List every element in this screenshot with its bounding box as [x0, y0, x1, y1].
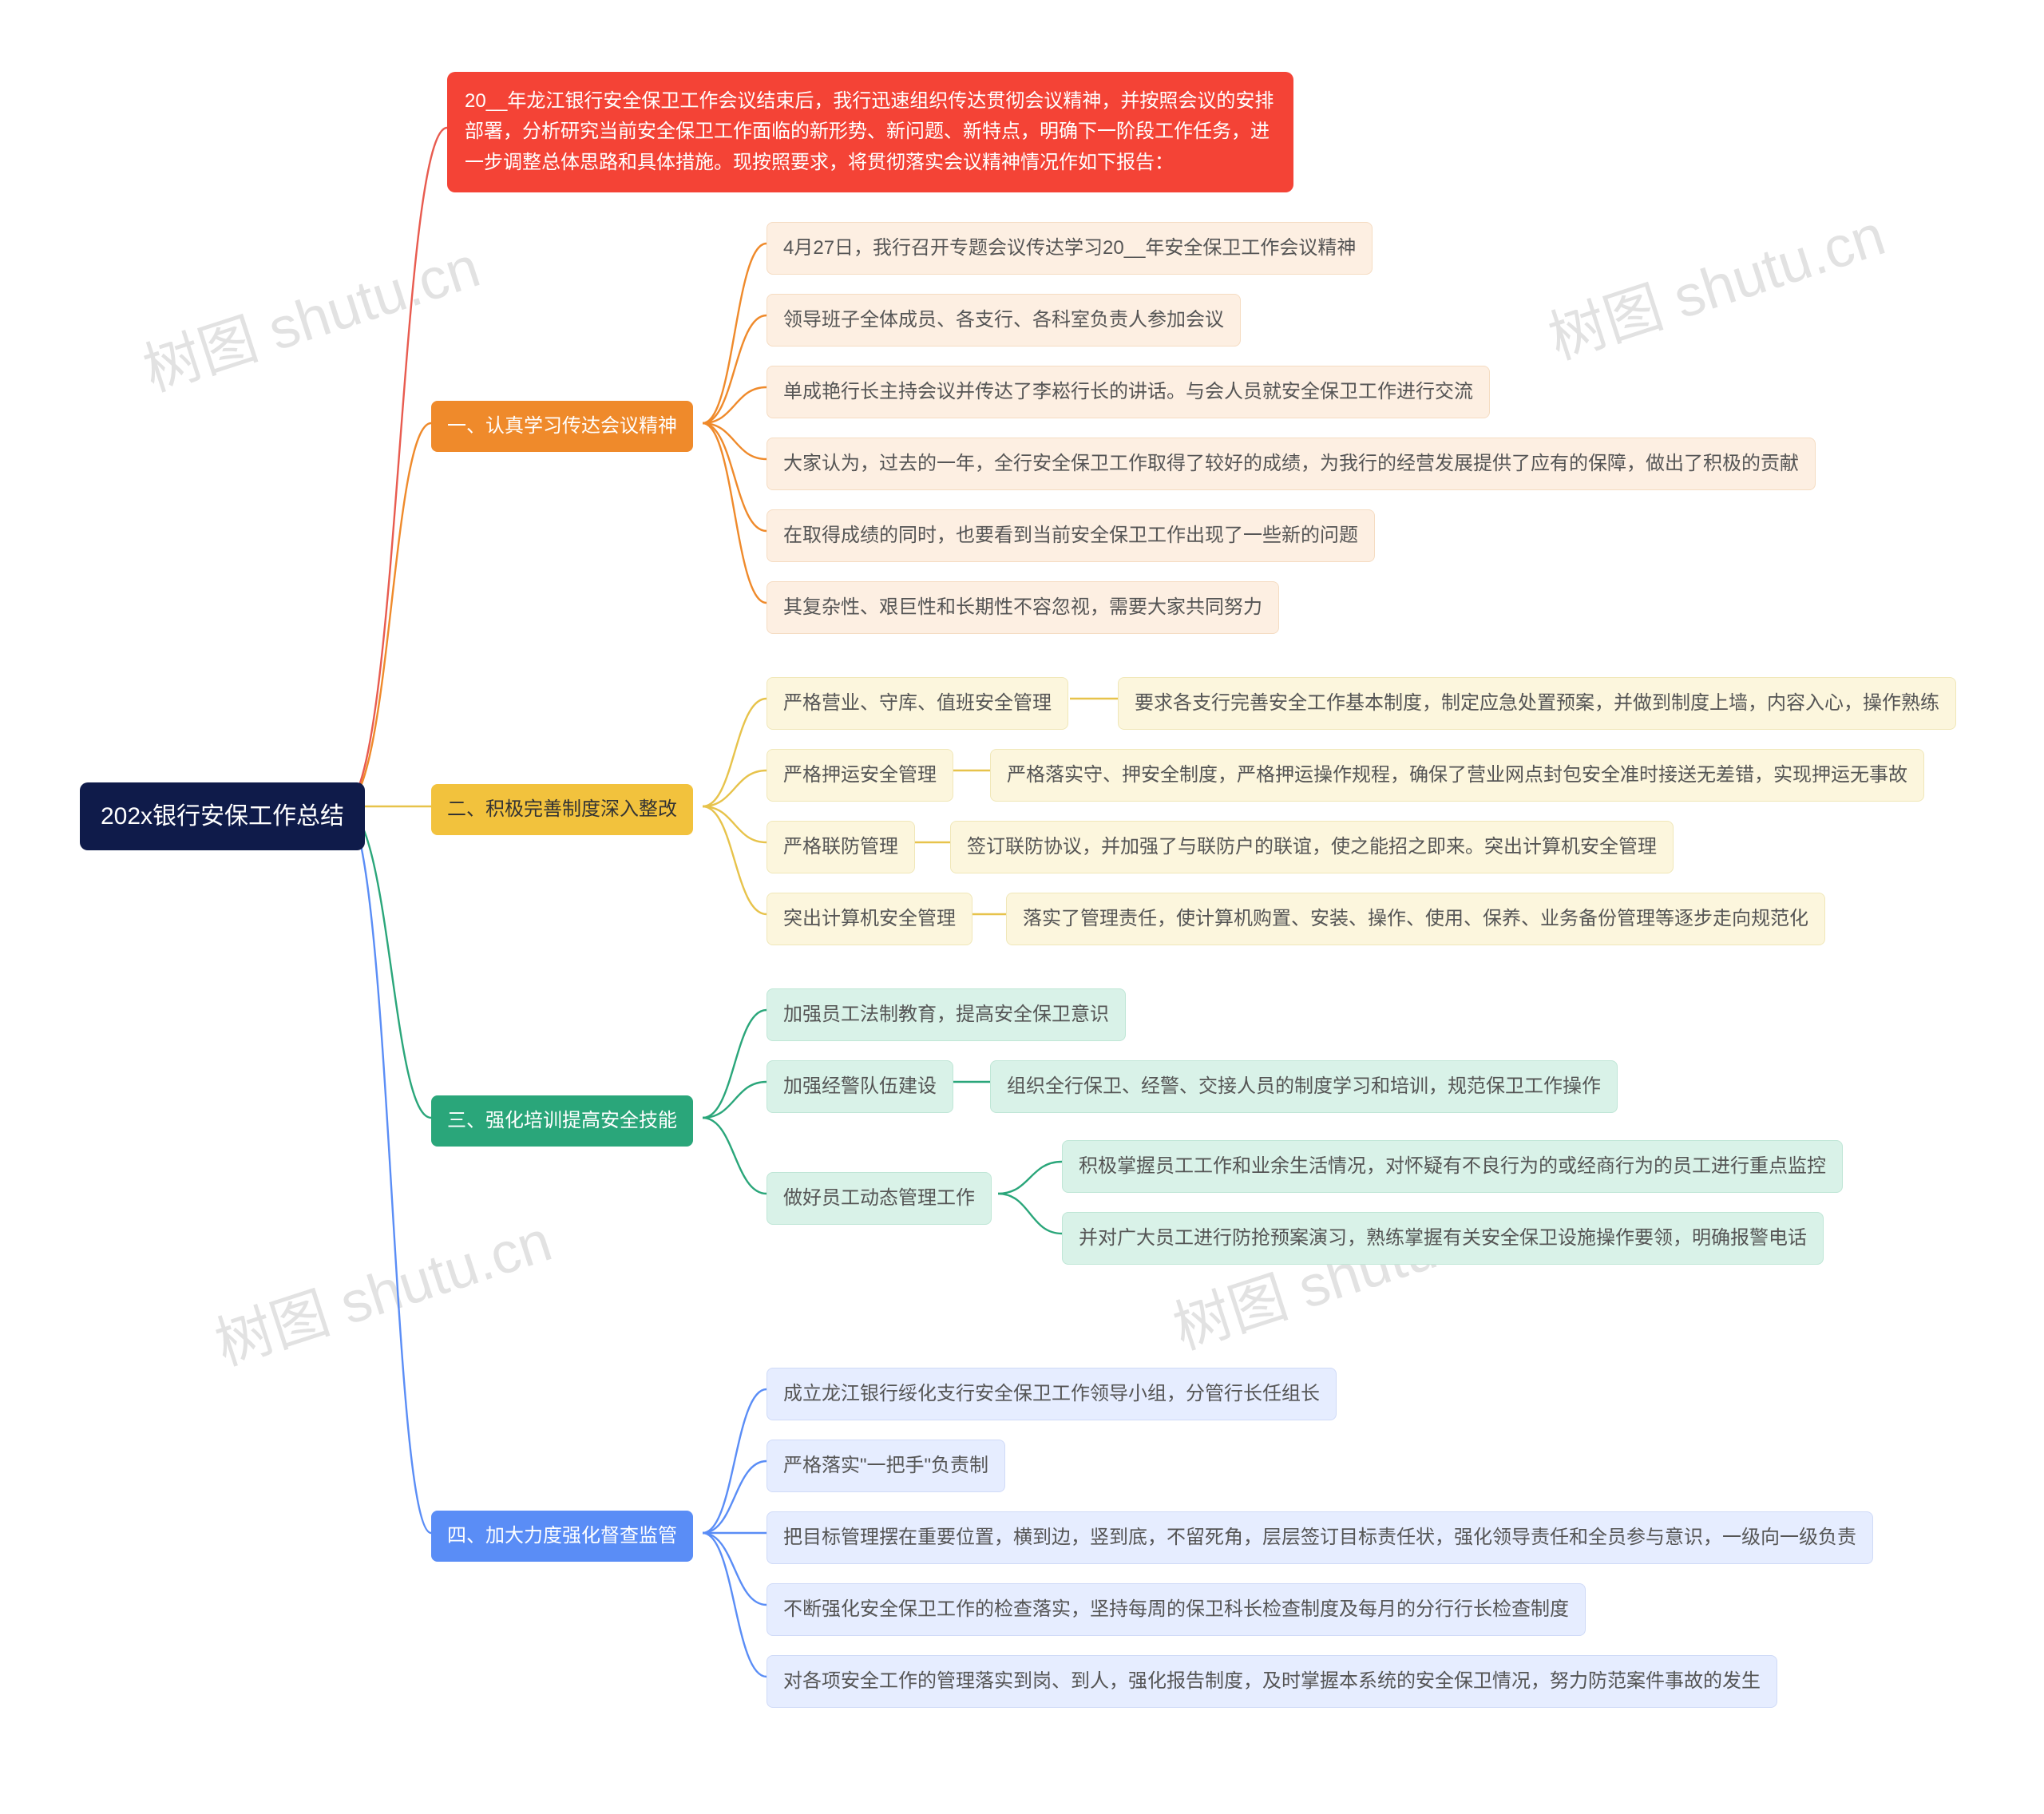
section1-node[interactable]: 一、认真学习传达会议精神	[431, 401, 693, 452]
section1-title: 一、认真学习传达会议精神	[447, 415, 677, 437]
s4-leaf[interactable]: 严格落实"一把手"负责制	[766, 1440, 1005, 1492]
s2-detail[interactable]: 要求各支行完善安全工作基本制度，制定应急处置预案，并做到制度上墙，内容入心，操作…	[1118, 677, 1956, 730]
mindmap-canvas: 树图 shutu.cn 树图 shutu.cn 树图 shutu.cn 树图 s…	[0, 0, 2044, 1814]
s1-leaf-text: 大家认为，过去的一年，全行安全保卫工作取得了较好的成绩，为我行的经营发展提供了应…	[783, 453, 1799, 474]
s2-detail[interactable]: 签订联防协议，并加强了与联防户的联谊，使之能招之即来。突出计算机安全管理	[950, 821, 1674, 873]
section4-title: 四、加大力度强化督查监管	[447, 1525, 677, 1547]
root-label: 202x银行安保工作总结	[101, 803, 344, 830]
s1-leaf[interactable]: 4月27日，我行召开专题会议传达学习20__年安全保卫工作会议精神	[766, 222, 1373, 275]
s2-mid-text: 严格联防管理	[783, 836, 898, 857]
section2-node[interactable]: 二、积极完善制度深入整改	[431, 784, 693, 835]
section3-node[interactable]: 三、强化培训提高安全技能	[431, 1095, 693, 1147]
s3-mid-text: 做好员工动态管理工作	[783, 1187, 975, 1209]
s4-leaf[interactable]: 对各项安全工作的管理落实到岗、到人，强化报告制度，及时掌握本系统的安全保卫情况，…	[766, 1655, 1777, 1708]
watermark: 树图 shutu.cn	[1536, 188, 1893, 375]
s2-mid[interactable]: 严格联防管理	[766, 821, 915, 873]
s3-detail[interactable]: 并对广大员工进行防抢预案演习，熟练掌握有关安全保卫设施操作要领，明确报警电话	[1062, 1212, 1824, 1265]
intro-text: 20__年龙江银行安全保卫工作会议结束后，我行迅速组织传达贯彻会议精神，并按照会…	[465, 90, 1274, 173]
root-node[interactable]: 202x银行安保工作总结	[80, 782, 365, 850]
s4-leaf[interactable]: 不断强化安全保卫工作的检查落实，坚持每周的保卫科长检查制度及每月的分行行长检查制…	[766, 1583, 1586, 1636]
s2-mid-text: 严格营业、守库、值班安全管理	[783, 692, 1052, 714]
s3-detail-text: 积极掌握员工工作和业余生活情况，对怀疑有不良行为的或经商行为的员工进行重点监控	[1079, 1155, 1826, 1177]
s1-leaf[interactable]: 单成艳行长主持会议并传达了李崧行长的讲话。与会人员就安全保卫工作进行交流	[766, 366, 1490, 418]
section4-node[interactable]: 四、加大力度强化督查监管	[431, 1511, 693, 1562]
s2-mid[interactable]: 严格押运安全管理	[766, 749, 953, 802]
s3-detail[interactable]: 组织全行保卫、经警、交接人员的制度学习和培训，规范保卫工作操作	[990, 1060, 1618, 1113]
s3-leaf[interactable]: 加强员工法制教育，提高安全保卫意识	[766, 988, 1126, 1041]
s4-leaf[interactable]: 成立龙江银行绥化支行安全保卫工作领导小组，分管行长任组长	[766, 1368, 1337, 1420]
s2-detail-text: 签订联防协议，并加强了与联防户的联谊，使之能招之即来。突出计算机安全管理	[967, 836, 1657, 857]
section2-title: 二、积极完善制度深入整改	[447, 798, 677, 820]
s1-leaf-text: 在取得成绩的同时，也要看到当前安全保卫工作出现了一些新的问题	[783, 525, 1358, 546]
s1-leaf-text: 单成艳行长主持会议并传达了李崧行长的讲话。与会人员就安全保卫工作进行交流	[783, 381, 1473, 402]
s2-detail[interactable]: 落实了管理责任，使计算机购置、安装、操作、使用、保养、业务备份管理等逐步走向规范…	[1006, 893, 1825, 945]
s3-mid[interactable]: 做好员工动态管理工作	[766, 1172, 992, 1225]
s4-leaf-text: 成立龙江银行绥化支行安全保卫工作领导小组，分管行长任组长	[783, 1383, 1320, 1404]
watermark: 树图 shutu.cn	[203, 1194, 560, 1381]
s2-detail-text: 严格落实守、押安全制度，严格押运操作规程，确保了营业网点封包安全准时接送无差错，…	[1007, 764, 1907, 786]
s1-leaf[interactable]: 其复杂性、艰巨性和长期性不容忽视，需要大家共同努力	[766, 581, 1279, 634]
s1-leaf-text: 其复杂性、艰巨性和长期性不容忽视，需要大家共同努力	[783, 596, 1262, 618]
s1-leaf-text: 领导班子全体成员、各支行、各科室负责人参加会议	[783, 309, 1224, 331]
s3-mid-text: 加强经警队伍建设	[783, 1075, 937, 1097]
s1-leaf[interactable]: 大家认为，过去的一年，全行安全保卫工作取得了较好的成绩，为我行的经营发展提供了应…	[766, 438, 1816, 490]
s4-leaf[interactable]: 把目标管理摆在重要位置，横到边，竖到底，不留死角，层层签订目标责任状，强化领导责…	[766, 1511, 1873, 1564]
intro-node[interactable]: 20__年龙江银行安全保卫工作会议结束后，我行迅速组织传达贯彻会议精神，并按照会…	[447, 72, 1293, 192]
s1-leaf-text: 4月27日，我行召开专题会议传达学习20__年安全保卫工作会议精神	[783, 237, 1356, 259]
s3-mid[interactable]: 加强经警队伍建设	[766, 1060, 953, 1113]
s4-leaf-text: 对各项安全工作的管理落实到岗、到人，强化报告制度，及时掌握本系统的安全保卫情况，…	[783, 1670, 1761, 1692]
s2-detail-text: 要求各支行完善安全工作基本制度，制定应急处置预案，并做到制度上墙，内容入心，操作…	[1135, 692, 1939, 714]
s1-leaf[interactable]: 在取得成绩的同时，也要看到当前安全保卫工作出现了一些新的问题	[766, 509, 1375, 562]
s2-detail-text: 落实了管理责任，使计算机购置、安装、操作、使用、保养、业务备份管理等逐步走向规范…	[1023, 908, 1808, 929]
s3-detail[interactable]: 积极掌握员工工作和业余生活情况，对怀疑有不良行为的或经商行为的员工进行重点监控	[1062, 1140, 1843, 1193]
s4-leaf-text: 把目标管理摆在重要位置，横到边，竖到底，不留死角，层层签订目标责任状，强化领导责…	[783, 1527, 1856, 1548]
s3-detail-text: 并对广大员工进行防抢预案演习，熟练掌握有关安全保卫设施操作要领，明确报警电话	[1079, 1227, 1807, 1249]
s2-mid[interactable]: 严格营业、守库、值班安全管理	[766, 677, 1068, 730]
s2-mid-text: 突出计算机安全管理	[783, 908, 956, 929]
s1-leaf[interactable]: 领导班子全体成员、各支行、各科室负责人参加会议	[766, 294, 1241, 347]
s2-mid-text: 严格押运安全管理	[783, 764, 937, 786]
s3-leaf-text: 加强员工法制教育，提高安全保卫意识	[783, 1004, 1109, 1025]
section3-title: 三、强化培训提高安全技能	[447, 1110, 677, 1131]
watermark: 树图 shutu.cn	[131, 220, 488, 407]
s2-detail[interactable]: 严格落实守、押安全制度，严格押运操作规程，确保了营业网点封包安全准时接送无差错，…	[990, 749, 1924, 802]
s4-leaf-text: 不断强化安全保卫工作的检查落实，坚持每周的保卫科长检查制度及每月的分行行长检查制…	[783, 1598, 1569, 1620]
s4-leaf-text: 严格落实"一把手"负责制	[783, 1455, 988, 1476]
s2-mid[interactable]: 突出计算机安全管理	[766, 893, 972, 945]
watermark: 树图 shutu.cn	[1161, 1178, 1518, 1365]
s3-detail-text: 组织全行保卫、经警、交接人员的制度学习和培训，规范保卫工作操作	[1007, 1075, 1601, 1097]
